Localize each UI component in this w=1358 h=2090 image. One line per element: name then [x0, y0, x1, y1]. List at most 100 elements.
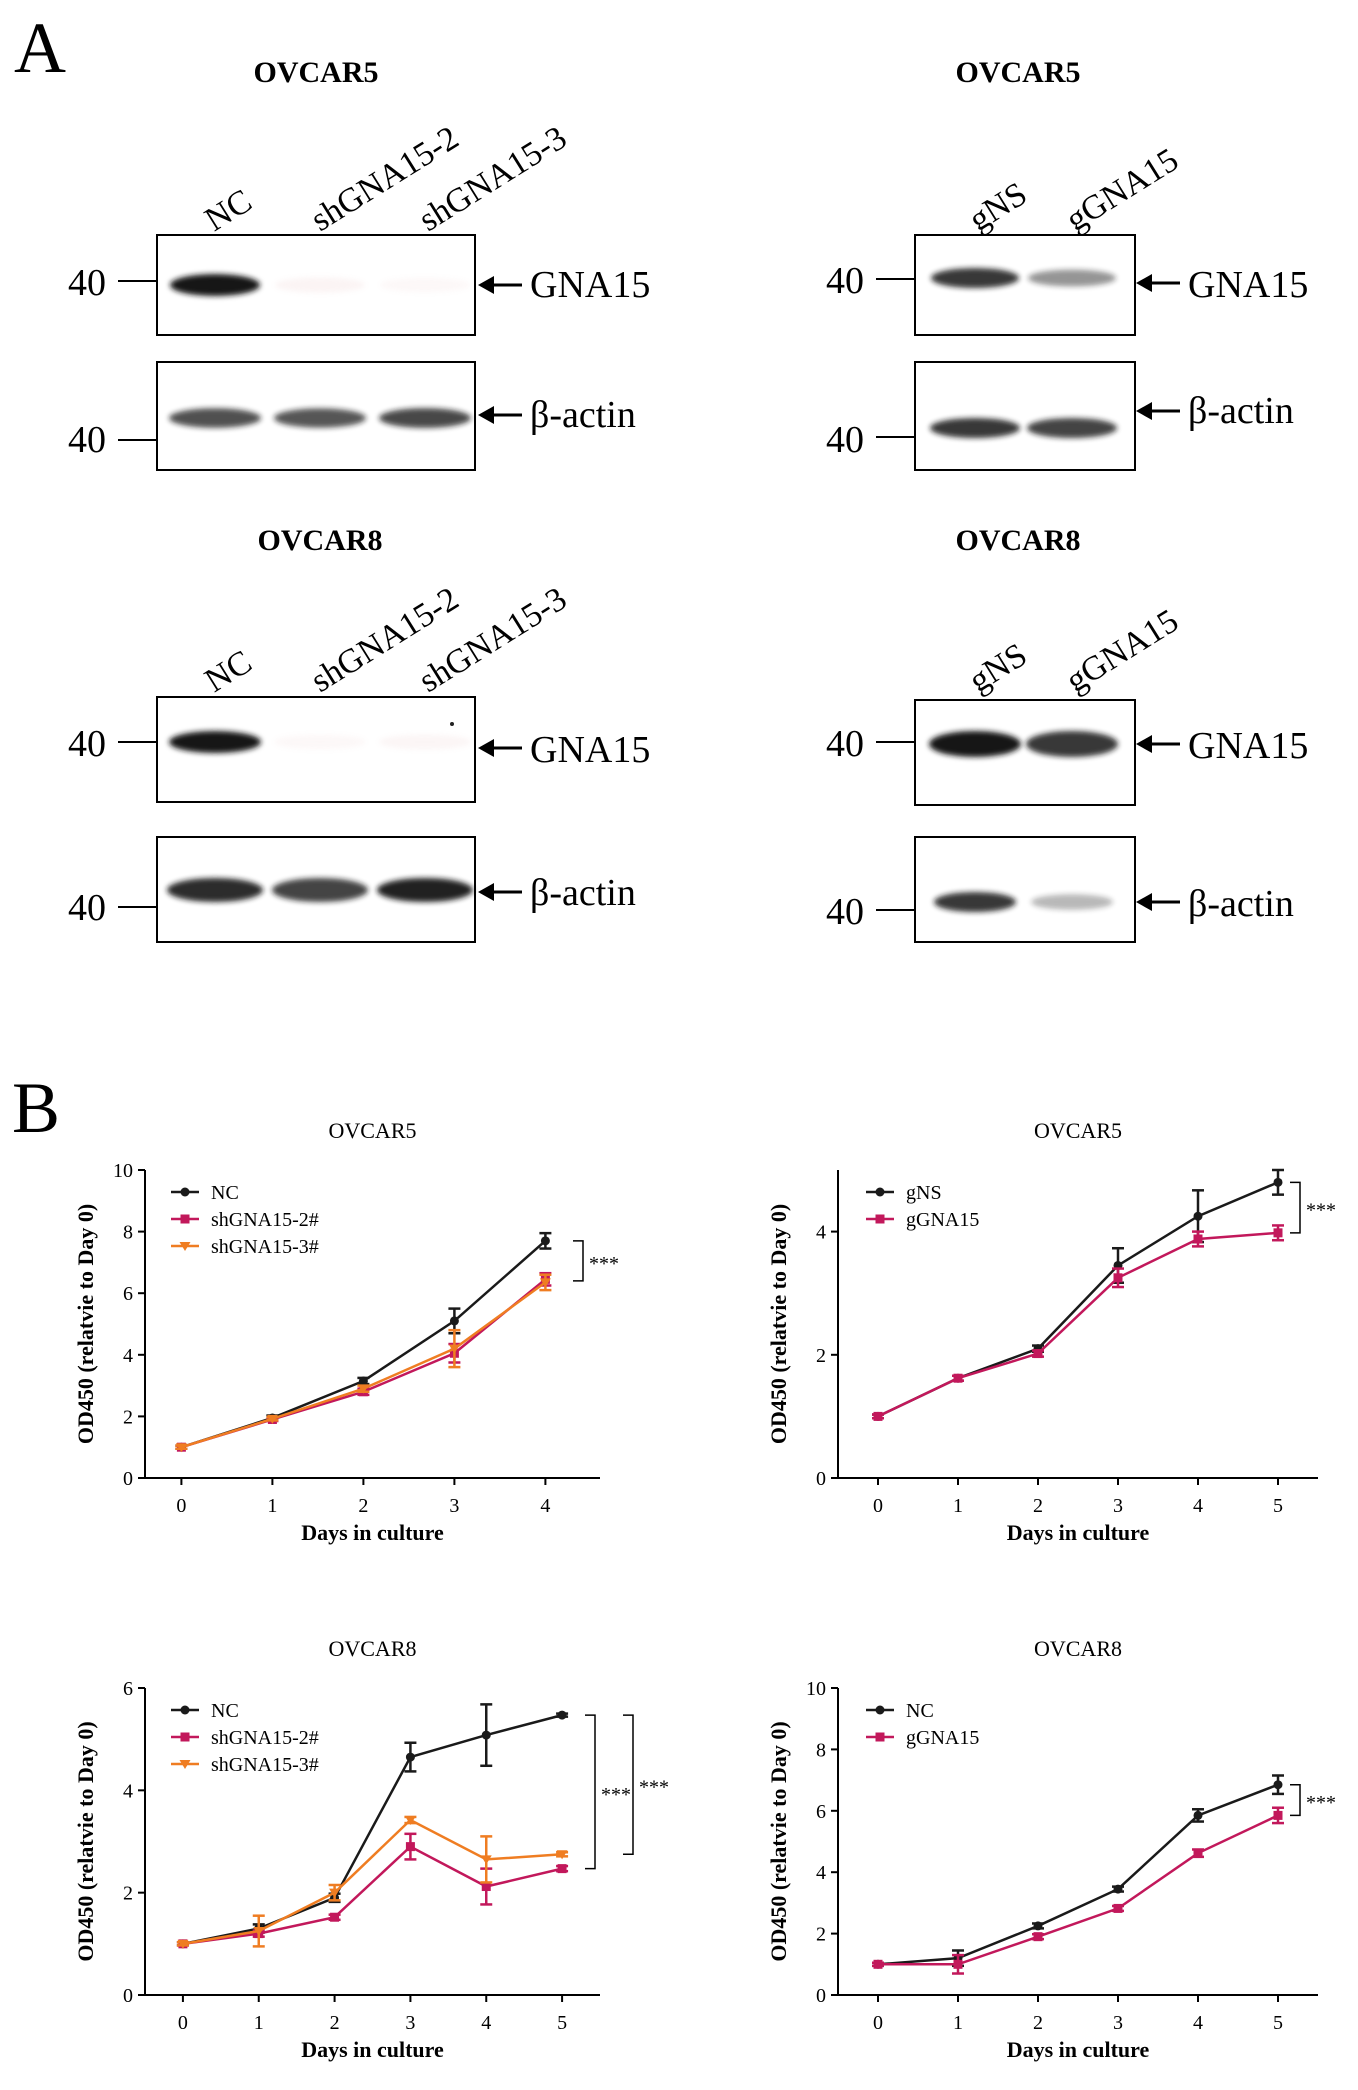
- blot-title: OVCAR5: [956, 56, 1081, 89]
- data-point: [179, 1760, 191, 1769]
- y-tick-label: 4: [816, 1862, 826, 1884]
- arrow-icon: [1136, 735, 1180, 753]
- significance-bracket: [573, 1240, 584, 1282]
- y-axis-label: OD450 (relatvie to Day 0): [766, 1204, 791, 1444]
- data-point: [1193, 1848, 1203, 1858]
- data-point: [1033, 1349, 1043, 1359]
- x-tick-label: 5: [1273, 1495, 1283, 1517]
- chart-ovcar8-crispr: OVCAR8 0 2 4 6 8 10 0 1 2 3 4 5 Days in culture OD450 …: [766, 1636, 1336, 2062]
- blot-title: OVCAR8: [258, 524, 383, 557]
- x-tick-label: 3: [405, 2012, 415, 2034]
- data-point: [875, 1705, 885, 1715]
- y-axis-label: OD450 (relatvie to Day 0): [73, 1721, 98, 1961]
- data-point: [405, 1752, 415, 1762]
- x-tick-label: 1: [254, 2012, 264, 2034]
- band: [169, 731, 261, 753]
- legend-label: shGNA15-2#: [211, 1209, 319, 1231]
- band: [377, 878, 473, 902]
- target-label: β-actin: [530, 872, 636, 914]
- band: [379, 408, 471, 428]
- data-point: [1193, 1211, 1203, 1221]
- band: [274, 408, 366, 428]
- chart-ovcar8-shrna: OVCAR8 0 2 4 6 0 1 2 3 4 5 Days in culture OD450 (re…: [73, 1636, 669, 2062]
- data-point: [539, 1278, 551, 1288]
- data-point: [180, 1187, 190, 1197]
- data-point: [875, 1214, 885, 1224]
- data-point: [481, 1882, 491, 1892]
- data-point: [1113, 1903, 1123, 1913]
- x-tick-label: 0: [178, 2012, 188, 2034]
- series-line: [182, 1818, 563, 1946]
- target-label: GNA15: [530, 264, 650, 306]
- data-point: [449, 1316, 459, 1326]
- data-point: [1113, 1884, 1123, 1894]
- series-line: [182, 1845, 563, 1946]
- arrow-icon: [478, 406, 522, 424]
- arrow-icon: [478, 739, 522, 757]
- x-tick-label: 2: [1033, 1495, 1043, 1517]
- data-point: [329, 1888, 341, 1898]
- series-line: [877, 1783, 1279, 1966]
- blot-membrane: [914, 234, 1136, 336]
- x-tick-label: 1: [267, 1495, 277, 1517]
- chart-title: OVCAR5: [328, 1118, 416, 1143]
- x-tick-label: 0: [873, 2012, 883, 2034]
- band: [274, 734, 366, 750]
- band: [169, 408, 261, 428]
- legend-label: gGNA15: [906, 1209, 979, 1231]
- data-point: [1113, 1273, 1123, 1283]
- band: [170, 274, 260, 296]
- data-point: [358, 1376, 368, 1386]
- target-label: β-actin: [1188, 390, 1294, 432]
- target-label: GNA15: [1188, 725, 1308, 767]
- x-tick-label: 4: [481, 2012, 491, 2034]
- data-point: [1033, 1921, 1043, 1931]
- lane-label: gGNA15: [1060, 602, 1185, 699]
- band: [272, 878, 368, 902]
- band: [929, 731, 1021, 757]
- legend-label: NC: [211, 1700, 239, 1722]
- chart-title: OVCAR8: [328, 1636, 416, 1661]
- marker-label: 40: [68, 723, 106, 765]
- panel-a-label: A: [14, 8, 66, 88]
- data-point: [953, 1373, 963, 1383]
- blot-ovcar5-crispr: OVCAR5 gNS gGNA15 40 GNA15 40 β-actin: [826, 56, 1308, 471]
- y-tick-label: 2: [816, 1345, 826, 1367]
- arrow-icon: [1136, 893, 1180, 911]
- data-point: [1193, 1234, 1203, 1244]
- significance-bracket: [585, 1714, 596, 1870]
- data-point: [557, 1864, 567, 1874]
- y-tick-label: 10: [113, 1160, 133, 1182]
- lane-label: NC: [199, 182, 259, 238]
- band: [1031, 894, 1113, 910]
- band: [167, 878, 263, 902]
- y-tick-label: 2: [123, 1883, 133, 1905]
- x-axis-label: Days in culture: [301, 2037, 444, 2062]
- blot-membrane: [914, 361, 1136, 471]
- blot-membrane: [914, 836, 1136, 943]
- x-tick-label: 4: [540, 1495, 550, 1517]
- band: [1028, 269, 1116, 287]
- x-tick-label: 4: [1193, 1495, 1203, 1517]
- data-point: [540, 1236, 550, 1246]
- data-point: [330, 1912, 340, 1922]
- lane-label: gNS: [963, 636, 1034, 699]
- x-tick-label: 2: [330, 2012, 340, 2034]
- x-tick-label: 0: [176, 1495, 186, 1517]
- data-point: [875, 1187, 885, 1197]
- y-tick-label: 4: [816, 1222, 826, 1244]
- lane-label: gGNA15: [1060, 141, 1185, 238]
- y-tick-label: 0: [816, 1985, 826, 2007]
- data-point: [1193, 1810, 1203, 1820]
- chart-title: OVCAR5: [1034, 1118, 1122, 1143]
- data-point: [177, 1939, 189, 1949]
- band: [275, 277, 365, 293]
- significance-bracket: [1290, 1181, 1301, 1234]
- y-tick-label: 8: [816, 1739, 826, 1761]
- x-tick-label: 1: [953, 2012, 963, 2034]
- marker-label: 40: [826, 260, 864, 302]
- marker-label: 40: [68, 887, 106, 929]
- target-label: GNA15: [530, 729, 650, 771]
- y-tick-label: 6: [123, 1678, 133, 1700]
